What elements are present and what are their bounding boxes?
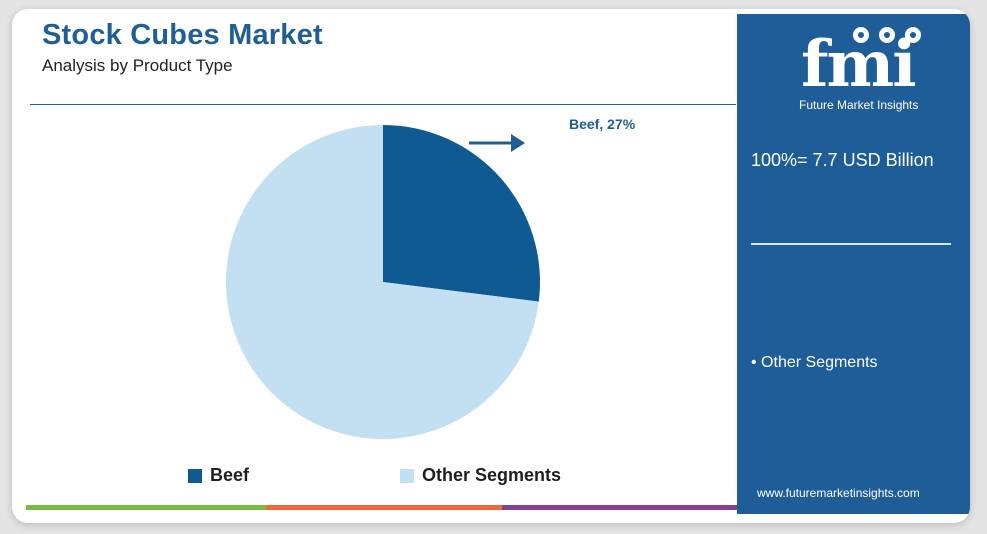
legend-swatch-other: [400, 468, 414, 483]
legend-item-other: Other Segments: [400, 465, 561, 486]
side-divider: [751, 243, 951, 245]
accent-bar-purple: [502, 505, 738, 510]
logo-people-icon: [853, 27, 921, 43]
beef-callout-label: Beef, 27%: [569, 116, 636, 132]
market-total: 100%= 7.7 USD Billion: [751, 150, 934, 170]
logo-tagline: Future Market Insights: [799, 98, 919, 112]
pie-chart: [226, 125, 540, 439]
side-panel: fmi Future Market Insights 100%= 7.7 USD…: [737, 14, 970, 514]
pie-slice-beef: [383, 125, 540, 302]
legend-label-beef: Beef: [210, 465, 250, 485]
report-card: Stock Cubes Market Analysis by Product T…: [12, 9, 970, 523]
legend-label-other: Other Segments: [422, 465, 562, 485]
title-divider: [30, 104, 736, 105]
callout-arrow-icon: [469, 134, 525, 152]
pie-slice-other-segments: [226, 125, 539, 439]
legend-swatch-beef: [188, 468, 202, 483]
accent-bar-green: [26, 505, 266, 510]
side-segment-label: • Other Segments: [751, 354, 878, 371]
accent-bar-orange: [266, 505, 502, 510]
legend-item-beef: Beef: [188, 465, 249, 486]
fmi-logo: fmi Future Market Insights: [767, 22, 943, 112]
logo-letters: fmi: [801, 27, 917, 102]
chart-title: Stock Cubes Market: [42, 19, 323, 51]
website-link[interactable]: www.futuremarketinsights.com: [757, 486, 920, 500]
chart-subtitle: Analysis by Product Type: [42, 56, 233, 75]
legend: Beef Other Segments: [12, 465, 737, 489]
